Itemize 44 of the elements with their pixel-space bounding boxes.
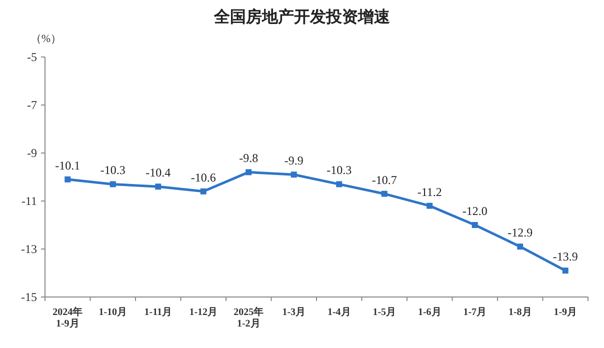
data-label: -9.8 <box>239 151 258 166</box>
data-label: -10.3 <box>100 163 126 178</box>
y-tick-label: -7 <box>27 98 37 112</box>
y-tick-label: -9 <box>27 146 37 160</box>
point <box>110 181 116 188</box>
point <box>290 172 297 178</box>
x-tick-label: 1-6月 <box>418 307 442 318</box>
data-label: -11.2 <box>417 184 442 199</box>
x-tick-label: 1-11月 <box>144 307 172 318</box>
x-tick-label: 1-3月 <box>282 307 306 318</box>
point <box>517 244 524 250</box>
chart-title: 全国房地产开发投资增速 <box>213 7 391 26</box>
data-label: -9.9 <box>284 154 304 168</box>
point <box>200 188 206 194</box>
x-tick-label: 1-8月 <box>508 307 532 318</box>
point <box>381 190 388 197</box>
data-label: -10.6 <box>190 170 216 184</box>
x-tick-label: 1-9月 <box>554 307 578 318</box>
x-tick-label: 2025年 1-2月 <box>234 306 264 330</box>
data-label: -10.3 <box>326 163 352 178</box>
point <box>562 268 568 274</box>
data-label: -10.4 <box>146 166 171 180</box>
x-tick-label: 1-10月 <box>98 307 128 318</box>
data-label: -12.0 <box>462 204 488 218</box>
point <box>64 176 71 182</box>
x-tick-label: 1-7月 <box>463 307 487 318</box>
data-label: -12.9 <box>508 226 533 240</box>
x-tick-label: 1-12月 <box>189 307 218 318</box>
data-label: -10.7 <box>372 172 397 187</box>
point <box>155 184 162 190</box>
y-tick-label: -5 <box>27 50 37 64</box>
y-tick-label: -11 <box>21 194 37 208</box>
y-axis-title: （%） <box>30 33 62 45</box>
data-label: -10.1 <box>55 158 80 172</box>
data-label: -13.9 <box>552 250 578 264</box>
x-tick-label: 1-4月 <box>327 307 351 318</box>
point <box>472 222 478 228</box>
point <box>426 202 433 209</box>
x-tick-label: 1-5月 <box>372 307 396 318</box>
y-tick-label: -15 <box>21 290 37 304</box>
point <box>246 169 252 176</box>
x-tick-label: 2024年 1-9月 <box>52 306 83 330</box>
y-tick-label: -13 <box>21 242 37 256</box>
point <box>336 181 342 188</box>
